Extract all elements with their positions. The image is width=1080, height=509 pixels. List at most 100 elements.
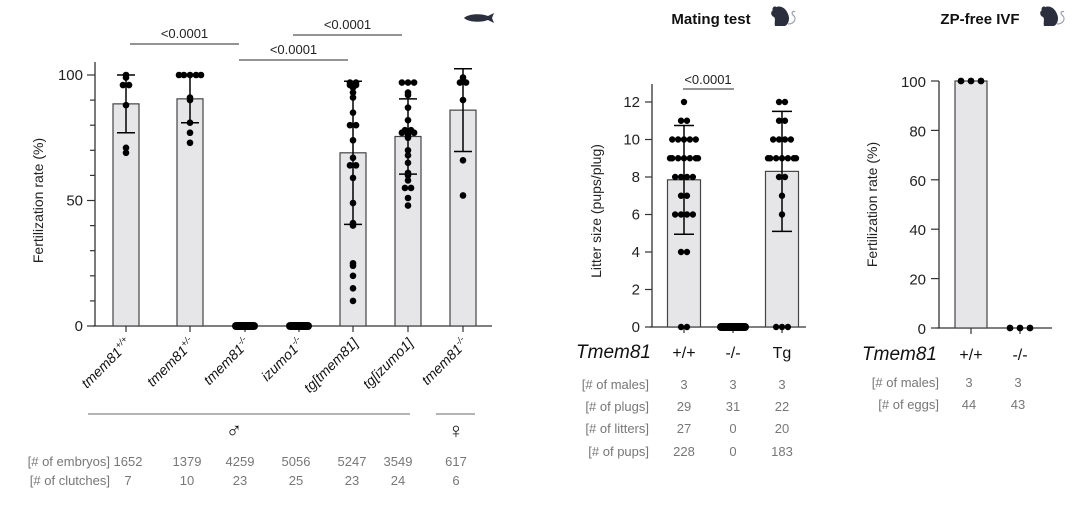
y-tick-label: 0 — [632, 319, 640, 336]
data-point — [957, 77, 965, 85]
data-point — [775, 173, 783, 181]
data-point — [410, 79, 418, 86]
table-cell: 6 — [452, 473, 459, 488]
data-point — [346, 121, 354, 129]
female-symbol: ♀ — [448, 418, 465, 443]
table-row-label: [# of plugs] — [585, 399, 649, 414]
zero-points-cluster — [717, 323, 749, 331]
table-cell: 23 — [345, 473, 359, 488]
table-row-label: [# of males] — [872, 375, 939, 390]
data-point — [792, 155, 800, 162]
table-cell: 0 — [729, 421, 736, 436]
table-cell: 24 — [391, 473, 405, 488]
data-point — [683, 192, 691, 199]
y-tick-label: 12 — [623, 94, 640, 111]
data-point — [349, 285, 357, 292]
data-point — [398, 79, 406, 86]
bar — [112, 103, 140, 327]
table-cell: 43 — [1011, 397, 1025, 412]
data-point — [119, 81, 127, 89]
table-cell: 27 — [677, 421, 691, 436]
x-category-label: -/- — [725, 345, 740, 362]
table-cell: 7 — [124, 473, 131, 488]
data-point — [346, 162, 354, 169]
data-point — [689, 211, 697, 218]
panel-title: Mating test — [671, 11, 750, 28]
y-tick-label: 20 — [909, 272, 926, 289]
data-point — [669, 136, 676, 143]
data-point — [677, 117, 685, 124]
data-point — [683, 323, 691, 331]
data-point — [778, 323, 786, 331]
gene-label: Tmem81 — [862, 344, 937, 365]
y-axis-title: Fertilization rate (%) — [30, 138, 46, 263]
mouse-icon — [1040, 6, 1065, 26]
data-point — [767, 155, 774, 162]
table-row-label: [# of clutches] — [30, 473, 110, 488]
data-point — [410, 129, 418, 137]
table-cell: 1652 — [114, 454, 143, 469]
data-point — [1006, 324, 1014, 332]
panel-title: ZP-free IVF — [940, 11, 1019, 28]
data-point — [456, 79, 464, 86]
x-category-label: izumo1-/- — [257, 334, 307, 384]
table-row-label: [# of pups] — [588, 444, 649, 459]
table-cell: 183 — [771, 444, 793, 459]
data-point — [669, 155, 676, 162]
data-point — [404, 177, 412, 184]
male-symbol: ♂ — [226, 418, 243, 443]
table-cell: 25 — [289, 473, 303, 488]
p-value-label: <0.0001 — [161, 26, 208, 41]
data-point — [692, 136, 699, 143]
data-point — [404, 202, 412, 209]
data-point — [349, 262, 357, 270]
data-point — [175, 71, 183, 79]
gene-label: Tmem81 — [576, 342, 651, 363]
y-tick-label: 50 — [66, 193, 83, 210]
table-cell: 10 — [180, 473, 194, 488]
data-point — [462, 79, 470, 86]
bar — [954, 80, 988, 329]
bar — [339, 152, 367, 327]
table-cell: 5247 — [338, 454, 367, 469]
data-point — [404, 91, 412, 99]
table-cell: 3 — [965, 375, 972, 390]
data-point — [775, 98, 783, 106]
data-point — [689, 173, 697, 181]
p-value-label: <0.0001 — [684, 72, 731, 87]
data-point — [772, 323, 780, 331]
y-tick-label: 8 — [632, 169, 640, 186]
table-cell: 228 — [673, 444, 695, 459]
data-point — [677, 173, 685, 181]
data-point — [683, 248, 691, 256]
y-axis-title: Fertilization rate (%) — [864, 142, 880, 267]
data-point — [122, 144, 130, 152]
panel-mating-test: Mating test 0 2 4 6 8 10 12 Litter size (pups/pl… — [576, 6, 806, 459]
panel-zp-free-ivf: ZP-free IVF 0 20 40 60 80 100 Fertilization rat… — [862, 6, 1065, 412]
x-category-label: tg[tmem81] — [300, 334, 362, 396]
y-tick-label: 10 — [623, 132, 640, 149]
data-point — [787, 136, 795, 143]
y-tick-label: 0 — [75, 318, 83, 335]
data-point — [349, 272, 357, 280]
data-point — [677, 192, 685, 199]
x-category-label: -/- — [1012, 347, 1027, 364]
p-value-label: <0.0001 — [270, 42, 317, 57]
zero-points-cluster — [286, 322, 312, 330]
data-point — [671, 211, 679, 218]
data-point — [352, 162, 360, 169]
data-point — [671, 173, 679, 181]
data-point — [197, 71, 205, 79]
data-point — [674, 136, 682, 143]
x-category-label: tmem81+/- — [143, 334, 198, 389]
data-point — [781, 136, 789, 143]
data-point — [186, 139, 194, 147]
data-point — [677, 211, 685, 218]
table-cell: 44 — [962, 397, 976, 412]
table-cell: 4259 — [226, 454, 255, 469]
data-point — [784, 155, 792, 162]
zebrafish-icon — [464, 13, 494, 23]
y-tick-label: 60 — [909, 173, 926, 190]
data-point — [677, 248, 685, 256]
